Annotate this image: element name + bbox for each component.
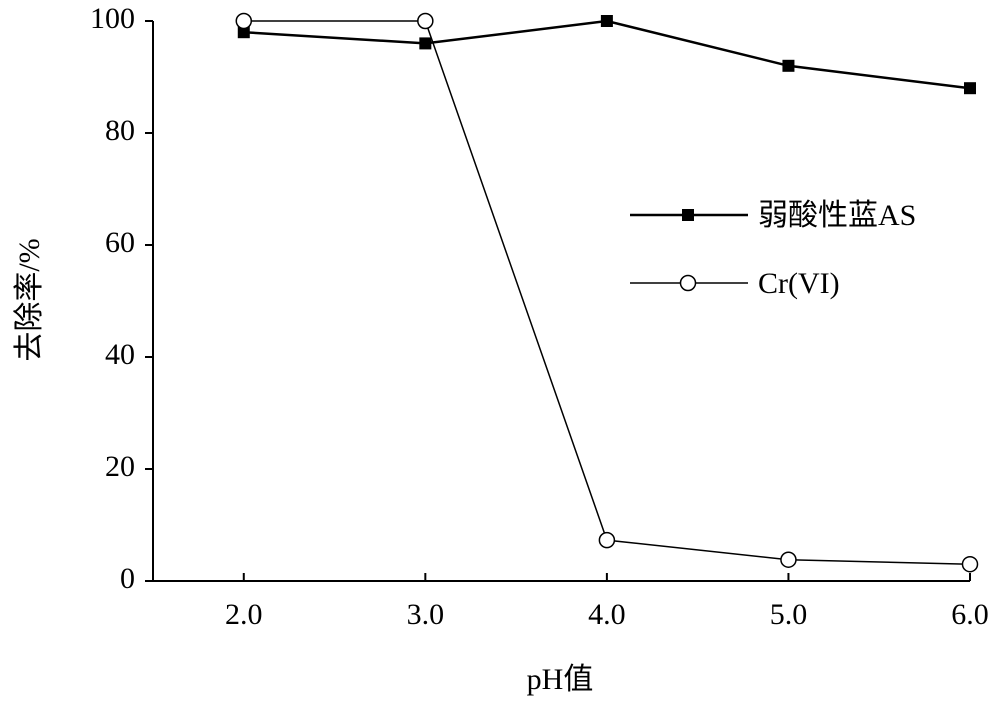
series-line — [243, 19, 971, 90]
data-point — [600, 15, 613, 27]
data-point — [961, 555, 979, 573]
x-tick-label: 4.0 — [588, 598, 626, 631]
y-tick-label: 100 — [90, 2, 135, 35]
y-tick-label: 80 — [105, 114, 135, 147]
x-tick-label: 2.0 — [225, 598, 263, 631]
legend-label: 弱酸性蓝AS — [758, 199, 916, 232]
x-tick-label: 3.0 — [407, 598, 445, 631]
x-tick-label: 6.0 — [951, 598, 989, 631]
y-tick-label: 0 — [120, 562, 135, 595]
data-point — [417, 12, 434, 30]
y-tick-label: 60 — [105, 226, 135, 259]
y-tick-label: 20 — [105, 450, 135, 483]
data-point — [964, 82, 976, 95]
y-tick-label: 40 — [105, 338, 135, 371]
legend-label: Cr(VI) — [758, 267, 840, 300]
data-point — [780, 551, 797, 568]
data-point — [235, 12, 253, 30]
legend-marker — [682, 209, 694, 221]
y-axis-label: 去除率/% — [13, 238, 46, 361]
data-point — [237, 26, 250, 39]
data-point — [419, 37, 432, 50]
data-point — [782, 59, 795, 72]
legend-marker — [679, 274, 697, 292]
data-point — [598, 531, 616, 549]
x-axis-label: pH值 — [527, 663, 594, 696]
series-line — [243, 20, 971, 565]
x-tick-label: 5.0 — [770, 598, 808, 631]
